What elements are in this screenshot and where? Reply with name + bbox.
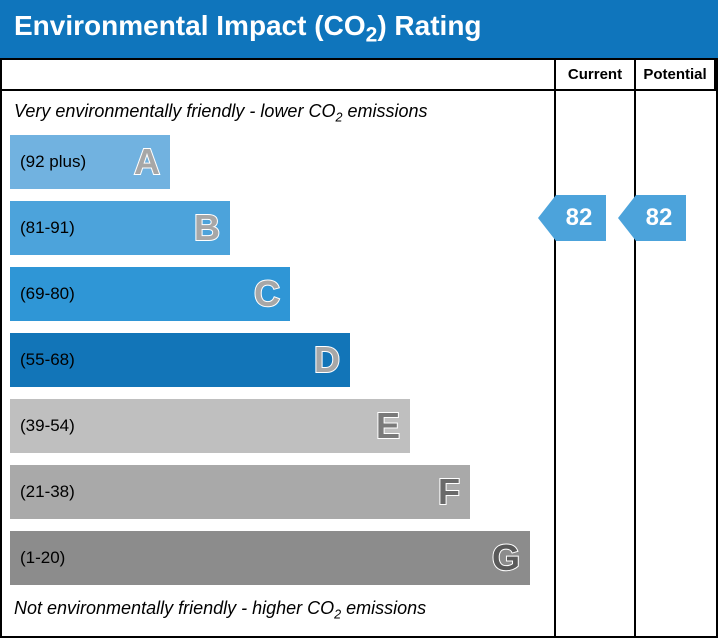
column-potential: 82 [636, 89, 716, 636]
header-current: Current [556, 58, 636, 89]
band-range: (69-80) [20, 284, 75, 304]
band-range: (81-91) [20, 218, 75, 238]
band-row-f: (21-38) F [10, 462, 554, 522]
chart-area: Very environmentally friendly - lower CO… [2, 89, 556, 636]
band-letter: D [314, 339, 340, 381]
arrow-point-icon [618, 195, 636, 241]
rating-table: Current Potential Very environmentally f… [0, 58, 718, 638]
bands-container: (92 plus) A (81-91) B (69-80) C (55-68) D (39-54… [10, 132, 554, 588]
rating-arrow-potential: 82 [618, 195, 686, 241]
caption-bottom: Not environmentally friendly - higher CO… [10, 594, 554, 630]
title-suffix: ) Rating [377, 10, 481, 41]
rating-value-potential: 82 [636, 195, 686, 241]
caption-top: Very environmentally friendly - lower CO… [10, 97, 554, 133]
column-current: 82 [556, 89, 636, 636]
band-letter: G [492, 537, 520, 579]
band-f: (21-38) F [10, 465, 470, 519]
band-d: (55-68) D [10, 333, 350, 387]
band-letter: F [438, 471, 460, 513]
epc-rating-card: Environmental Impact (CO2) Rating Curren… [0, 0, 718, 638]
band-row-c: (69-80) C [10, 264, 554, 324]
band-letter: A [134, 141, 160, 183]
band-c: (69-80) C [10, 267, 290, 321]
band-row-b: (81-91) B [10, 198, 554, 258]
band-row-a: (92 plus) A [10, 132, 554, 192]
rating-value-current: 82 [556, 195, 606, 241]
band-b: (81-91) B [10, 201, 230, 255]
band-range: (92 plus) [20, 152, 86, 172]
title-text: Environmental Impact (CO2) Rating [14, 10, 704, 48]
header-potential: Potential [636, 58, 716, 89]
header-blank [2, 58, 556, 89]
arrow-point-icon [538, 195, 556, 241]
band-range: (55-68) [20, 350, 75, 370]
title-prefix: Environmental Impact (CO [14, 10, 366, 41]
band-letter: B [194, 207, 220, 249]
band-row-d: (55-68) D [10, 330, 554, 390]
band-row-e: (39-54) E [10, 396, 554, 456]
band-range: (1-20) [20, 548, 65, 568]
band-a: (92 plus) A [10, 135, 170, 189]
band-letter: C [254, 273, 280, 315]
title-bar: Environmental Impact (CO2) Rating [0, 0, 718, 58]
rating-arrow-current: 82 [538, 195, 606, 241]
band-g: (1-20) G [10, 531, 530, 585]
band-row-g: (1-20) G [10, 528, 554, 588]
band-range: (21-38) [20, 482, 75, 502]
title-sub: 2 [366, 24, 378, 47]
band-e: (39-54) E [10, 399, 410, 453]
band-range: (39-54) [20, 416, 75, 436]
band-letter: E [376, 405, 400, 447]
